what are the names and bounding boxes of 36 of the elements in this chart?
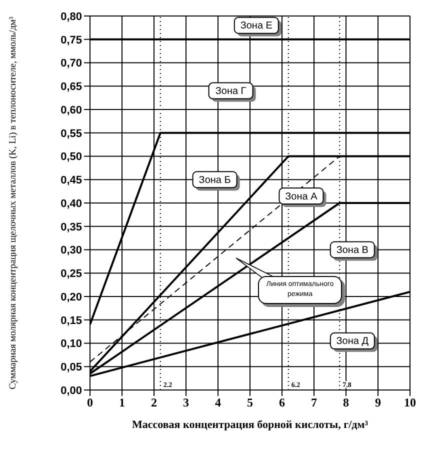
y-tick-label: 0,55 bbox=[60, 128, 82, 140]
y-tick-label: 0,10 bbox=[60, 338, 82, 350]
x-tick-label: 3 bbox=[183, 396, 189, 410]
y-tick-label: 0,20 bbox=[60, 291, 82, 304]
annotation: Зона В bbox=[336, 245, 369, 256]
annotation: Зона Б bbox=[198, 174, 232, 186]
y-axis-title: Суммарная молярная концентрация щелочных металлов (K, Li) в теплоносителе, ммоль/дм³ bbox=[8, 16, 18, 390]
x-tick-label: 9 bbox=[375, 396, 381, 410]
y-tick-label: 0,15 bbox=[60, 314, 82, 327]
y-tick-label: 0,75 bbox=[60, 34, 82, 46]
x-tick-label: 4 bbox=[215, 396, 221, 410]
annotation: Зона А bbox=[285, 191, 318, 202]
y-tick-label: 0,45 bbox=[60, 174, 82, 187]
y-tick-label: 0,50 bbox=[60, 151, 82, 164]
annotation: Зона Е bbox=[240, 20, 273, 32]
x-tick-label: 2 bbox=[151, 396, 157, 410]
y-tick-label: 0,40 bbox=[60, 198, 82, 210]
y-tick-label: 0,60 bbox=[60, 104, 82, 116]
x-tick-label: 10 bbox=[404, 396, 416, 410]
x-axis-title: Массовая концентрация борной кислоты, г/дм³ bbox=[132, 419, 369, 431]
y-tick-label: 0,35 bbox=[60, 221, 82, 234]
y-tick-label: 0,25 bbox=[60, 268, 82, 280]
annotation: Зона Д bbox=[336, 336, 369, 348]
x-tick-label: 5 bbox=[247, 396, 253, 410]
x-tick-label: 7 bbox=[311, 396, 317, 410]
x-tick-label: 0 bbox=[87, 396, 93, 410]
y-tick-label: 0,30 bbox=[60, 244, 82, 257]
y-tick-label: 0,80 bbox=[60, 10, 82, 23]
y-tick-label: 0,00 bbox=[60, 384, 82, 397]
x-tick-label: 8 bbox=[343, 396, 349, 410]
annotation: Зона Г bbox=[215, 86, 247, 98]
x-tick-label: 1 bbox=[119, 396, 125, 410]
y-tick-label: 0,70 bbox=[60, 58, 82, 70]
y-tick-label: 0,05 bbox=[60, 362, 82, 374]
x-tick-label: 6 bbox=[279, 396, 285, 410]
y-tick-label: 0,65 bbox=[60, 81, 82, 94]
